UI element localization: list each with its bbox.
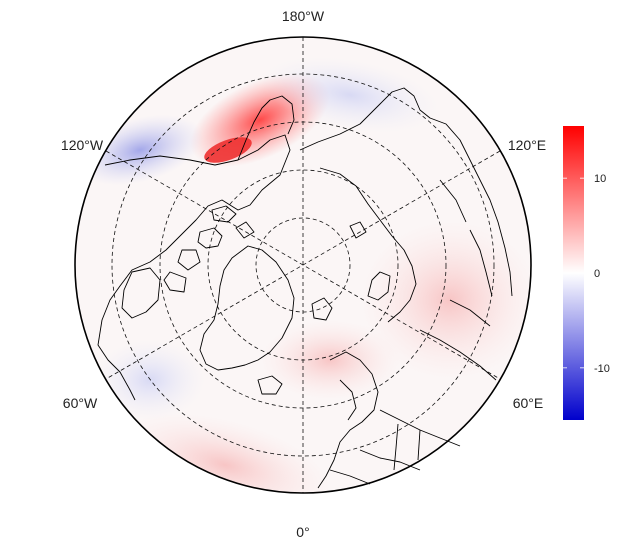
- coastline-scandinavia: [317, 351, 379, 489]
- coastline-east-siberia: [299, 87, 513, 297]
- coastline-siberia-arctic: [319, 167, 417, 323]
- colorbar-tick-label: -10: [594, 363, 610, 375]
- anomaly-chukchi-negative: [261, 57, 439, 133]
- lon-label-0: 0°: [296, 524, 309, 540]
- longitude-labels: 180°W 120°W 120°E 60°W 60°E 0°: [61, 8, 546, 540]
- meridian-120E-60W: [105, 150, 501, 380]
- coastline-iceland: [257, 375, 283, 395]
- coastline-novaya-zemlya: [349, 221, 391, 301]
- borders-europe: [329, 409, 461, 485]
- colorbar-gradient: [563, 126, 584, 420]
- lon-label-120E: 120°E: [508, 137, 546, 153]
- lon-label-60E: 60°E: [513, 395, 544, 411]
- coastline-north-america: [97, 134, 291, 401]
- coastline-greenland: [199, 245, 295, 371]
- lon-label-180W: 180°W: [282, 8, 325, 24]
- coastline-svalbard: [311, 297, 333, 321]
- colorbar-ticks: 10 0 -10: [563, 173, 610, 375]
- lon-label-60W: 60°W: [63, 395, 98, 411]
- map-rim: [74, 36, 532, 494]
- colorbar: 10 0 -10: [563, 126, 610, 420]
- lon-label-120W: 120°W: [61, 137, 104, 153]
- borders-asia: [419, 179, 497, 381]
- colorbar-tick-label: 10: [594, 173, 606, 185]
- colorbar-tick-label: 0: [594, 268, 600, 280]
- coastline-hudson-bay: [121, 267, 161, 319]
- map-disk: [74, 36, 532, 494]
- anomaly-alaska-peak: [204, 137, 252, 163]
- graticule: [105, 37, 501, 493]
- coastline-arctic-archipelago: [163, 205, 255, 293]
- coastline-alaska: [237, 95, 295, 161]
- coastlines: [97, 87, 513, 489]
